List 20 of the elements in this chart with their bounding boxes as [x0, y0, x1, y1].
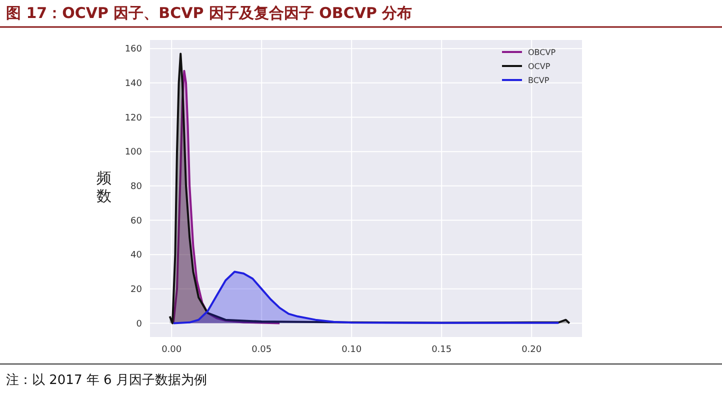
x-tick-label: 0.00 — [162, 345, 182, 355]
x-tick-label: 0.10 — [342, 345, 362, 355]
legend-label: BCVP — [528, 76, 550, 85]
legend-label: OCVP — [528, 62, 550, 71]
y-tick-label: 140 — [124, 78, 142, 89]
ylabel: 频数 — [96, 169, 112, 205]
y-tick-label: 160 — [124, 44, 142, 55]
y-tick-label: 20 — [130, 284, 142, 295]
y-tick-label: 60 — [130, 216, 142, 226]
y-tick-label: 120 — [124, 113, 142, 124]
y-tick-label: 100 — [124, 148, 142, 158]
title: 图 17：OCVP 因子、BCVP 因子及复合因子 OBCVP 分布 — [6, 4, 412, 22]
y-tick-label: 80 — [130, 182, 142, 192]
text: 注：以 2017 年 6 月因子数据为例 — [6, 373, 207, 388]
y-tick-label: 0 — [136, 319, 142, 330]
legend-label: OBCVP — [528, 48, 556, 57]
x-tick-label: 0.05 — [252, 345, 272, 355]
x-tick-label: 0.20 — [522, 345, 542, 355]
x-tick-label: 0.15 — [432, 345, 452, 355]
y-tick-label: 40 — [130, 250, 142, 261]
